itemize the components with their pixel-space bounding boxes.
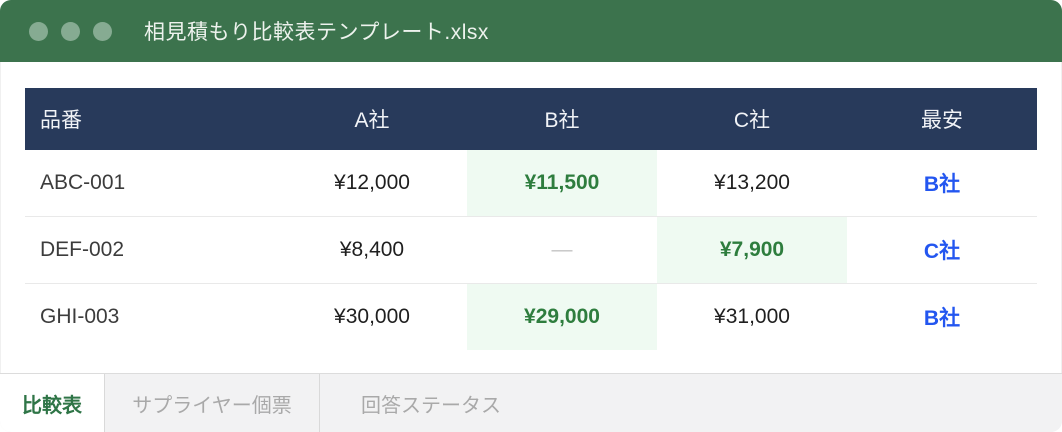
cell-price-a[interactable]: ¥12,000 xyxy=(277,150,467,217)
table-row: ABC-001 ¥12,000 ¥11,500 ¥13,200 B社 xyxy=(25,150,1037,217)
table-header-row: 品番 A社 B社 C社 最安 xyxy=(25,88,1037,150)
comparison-table: 品番 A社 B社 C社 最安 ABC-001 ¥12,000 ¥11,500 ¥… xyxy=(25,88,1037,350)
sheet-tab-bar: 比較表 サプライヤー個票 回答ステータス xyxy=(0,373,1062,432)
zoom-button[interactable] xyxy=(93,21,112,41)
traffic-lights xyxy=(29,21,112,41)
close-button[interactable] xyxy=(29,21,48,41)
cell-cheapest-supplier[interactable]: C社 xyxy=(847,216,1037,284)
tab-supplier-sheet[interactable]: サプライヤー個票 xyxy=(132,394,292,417)
cell-cheapest-supplier[interactable]: B社 xyxy=(923,307,961,330)
column-header-company-a: A社 xyxy=(277,88,467,150)
cell-price-c-lowest[interactable]: ¥7,900 xyxy=(657,216,847,284)
cell-part-number[interactable]: GHI-003 xyxy=(40,305,120,328)
tab-comparison-sheet[interactable]: 比較表 xyxy=(0,374,104,432)
cell-part-number[interactable]: DEF-002 xyxy=(25,216,277,284)
cell-price-b-lowest[interactable]: ¥11,500 xyxy=(467,150,657,217)
cell-part-number[interactable]: ABC-001 xyxy=(25,150,277,217)
cell-price-a[interactable]: ¥30,000 xyxy=(334,305,410,328)
minimize-button[interactable] xyxy=(61,21,80,41)
cell-price-c[interactable]: ¥31,000 xyxy=(714,305,790,328)
column-header-cheapest: 最安 xyxy=(847,88,1037,150)
cell-cheapest-supplier[interactable]: B社 xyxy=(847,150,1037,217)
table-row: GHI-003 ¥30,000 ¥29,000 ¥31,000 B社 xyxy=(25,283,1037,350)
table-row: DEF-002 ¥8,400 — ¥7,900 C社 xyxy=(25,216,1037,284)
window-title: 相見積もり比較表テンプレート.xlsx xyxy=(144,21,489,44)
tab-separator xyxy=(319,374,320,432)
cell-price-c[interactable]: ¥13,200 xyxy=(657,150,847,217)
column-header-company-c: C社 xyxy=(657,88,847,150)
tab-separator xyxy=(104,374,105,432)
tab-response-status[interactable]: 回答ステータス xyxy=(361,394,501,417)
cell-price-b-empty[interactable]: — xyxy=(467,216,657,284)
column-header-company-b: B社 xyxy=(467,88,657,150)
titlebar: 相見積もり比較表テンプレート.xlsx xyxy=(0,0,1062,62)
cell-price-b-lowest[interactable]: ¥29,000 xyxy=(467,283,657,350)
sheet-content: 品番 A社 B社 C社 最安 ABC-001 ¥12,000 ¥11,500 ¥… xyxy=(0,62,1062,373)
column-header-part-number: 品番 xyxy=(25,88,277,150)
cell-price-a[interactable]: ¥8,400 xyxy=(277,216,467,284)
